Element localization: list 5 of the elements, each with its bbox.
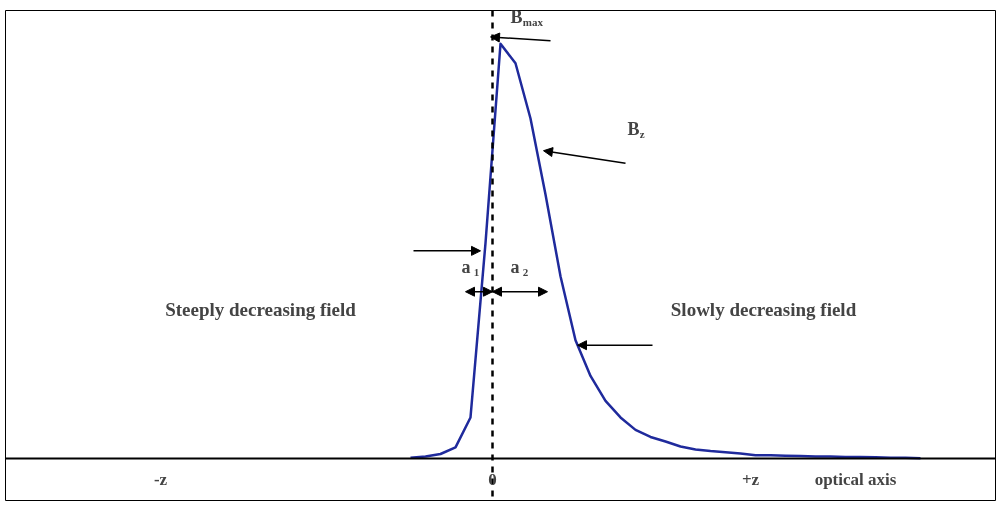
annotation: Slowly decreasing field xyxy=(670,298,857,320)
x-axis-title: optical axis xyxy=(814,470,897,490)
text: +z xyxy=(741,470,760,490)
text: -z xyxy=(153,470,168,490)
text: Steeply decreasing field xyxy=(165,298,357,320)
